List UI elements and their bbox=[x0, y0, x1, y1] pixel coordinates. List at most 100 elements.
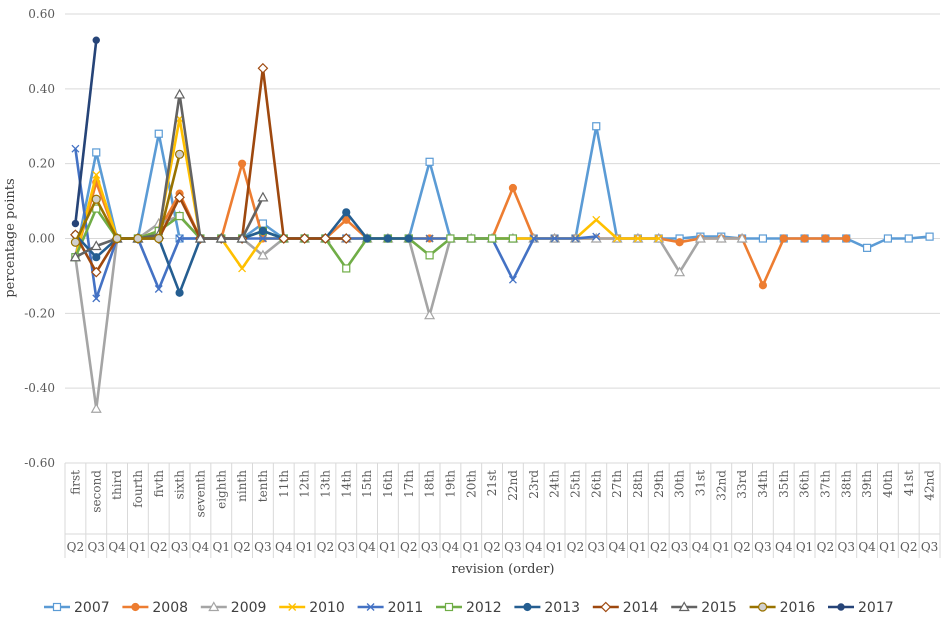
legend-item-2010: 2010 bbox=[279, 600, 345, 616]
data-point bbox=[862, 243, 872, 252]
data-point bbox=[654, 234, 663, 243]
data-point bbox=[69, 251, 81, 262]
legend-item-2007: 2007 bbox=[44, 600, 110, 616]
legend-marker bbox=[600, 601, 612, 613]
data-point bbox=[592, 122, 601, 131]
data-point bbox=[92, 294, 101, 303]
quarter-tick-label: Q4 bbox=[108, 540, 126, 554]
y-tick-label: 0.20 bbox=[28, 157, 55, 171]
x-axis-title: revision (order) bbox=[452, 562, 555, 577]
y-tick-label: 0.00 bbox=[28, 232, 55, 246]
data-point bbox=[154, 129, 163, 138]
x-tick-label: 34th bbox=[756, 470, 770, 498]
data-point bbox=[592, 215, 601, 224]
legend-marker bbox=[288, 603, 297, 611]
data-point bbox=[883, 234, 893, 243]
quarter-tick-label: Q2 bbox=[650, 540, 667, 554]
data-point bbox=[90, 403, 102, 413]
data-point bbox=[237, 159, 247, 168]
x-tick-label: 29th bbox=[652, 470, 666, 498]
quarter-tick-label: Q4 bbox=[692, 540, 710, 554]
x-tick-label: 20th bbox=[464, 470, 478, 498]
quarter-tick-label: Q3 bbox=[671, 540, 688, 554]
x-tick-label: 15th bbox=[360, 470, 374, 498]
data-point bbox=[425, 157, 434, 166]
x-tick-label: 36th bbox=[798, 470, 812, 498]
x-tick-label: first bbox=[68, 470, 82, 495]
series-lines bbox=[69, 36, 934, 413]
legend-marker bbox=[523, 602, 532, 612]
legend-label: 2014 bbox=[623, 600, 659, 616]
data-point bbox=[90, 266, 102, 278]
series-line-2017 bbox=[74, 40, 98, 224]
data-point bbox=[92, 36, 100, 44]
quarter-tick-label: Q4 bbox=[858, 540, 876, 554]
legend-label: 2015 bbox=[701, 600, 737, 616]
data-point bbox=[736, 232, 748, 243]
x-tick-label: 40th bbox=[881, 470, 895, 498]
quarter-tick-label: Q2 bbox=[233, 540, 250, 554]
quarter-tick-label: Q1 bbox=[379, 540, 396, 554]
data-point bbox=[715, 232, 727, 243]
quarter-tick-label: Q2 bbox=[317, 540, 334, 554]
data-point bbox=[90, 240, 102, 251]
data-point bbox=[236, 232, 248, 243]
data-point bbox=[194, 232, 206, 243]
quarter-tick-label: Q4 bbox=[775, 540, 793, 554]
y-tick-label: 0.40 bbox=[28, 82, 55, 96]
legend-label: 2016 bbox=[780, 600, 816, 616]
legend-item-2015: 2015 bbox=[671, 600, 737, 616]
data-point bbox=[904, 234, 913, 243]
x-tick-label: 30th bbox=[673, 470, 687, 498]
quarter-tick-label: Q4 bbox=[525, 540, 543, 554]
legend-marker bbox=[52, 602, 62, 612]
legend-label: 2013 bbox=[544, 600, 580, 616]
x-tick-label: sixth bbox=[173, 470, 187, 500]
legend-label: 2010 bbox=[309, 600, 345, 616]
data-point bbox=[800, 234, 809, 243]
y-tick-label: -0.40 bbox=[24, 381, 55, 395]
x-tick-label: 41st bbox=[902, 470, 916, 496]
x-tick-label: fourth bbox=[131, 470, 145, 508]
quarter-tick-label: Q3 bbox=[838, 540, 855, 554]
data-point bbox=[175, 234, 184, 243]
x-tick-label: 19th bbox=[443, 470, 457, 498]
quarter-tick-label: Q4 bbox=[442, 540, 460, 554]
data-point bbox=[112, 233, 122, 244]
x-tick-label: 42nd bbox=[923, 470, 937, 501]
data-point bbox=[592, 232, 601, 241]
legend-marker bbox=[837, 603, 845, 611]
quarter-tick-label: Q2 bbox=[567, 540, 584, 554]
data-point bbox=[71, 144, 80, 153]
data-point bbox=[779, 234, 788, 243]
series-2014 bbox=[70, 62, 352, 278]
quarter-tick-label: Q3 bbox=[754, 540, 771, 554]
legend-label: 2009 bbox=[231, 600, 267, 616]
x-tick-label: 11th bbox=[277, 470, 291, 498]
data-point bbox=[362, 234, 372, 243]
quarter-tick-label: Q4 bbox=[608, 540, 626, 554]
y-tick-label: 0.60 bbox=[28, 7, 55, 21]
data-point bbox=[154, 233, 164, 244]
data-point bbox=[613, 234, 622, 243]
x-tick-label: 26th bbox=[589, 470, 603, 498]
data-point bbox=[174, 191, 185, 203]
data-point bbox=[257, 249, 269, 260]
data-point bbox=[674, 266, 686, 277]
data-point bbox=[299, 233, 310, 244]
x-tick-label: 37th bbox=[818, 470, 832, 498]
legend-item-2012: 2012 bbox=[436, 600, 502, 616]
series-2013 bbox=[71, 208, 413, 297]
quarter-tick-label: Q3 bbox=[171, 540, 188, 554]
data-point bbox=[675, 238, 684, 247]
x-tick-label: 12th bbox=[298, 470, 312, 498]
series-2017 bbox=[71, 36, 100, 228]
series-line-2015 bbox=[74, 93, 265, 259]
data-point bbox=[467, 234, 476, 243]
data-point bbox=[571, 234, 580, 243]
x-tick-label: 23rd bbox=[527, 470, 541, 499]
data-point bbox=[70, 237, 81, 247]
quarter-tick-label: Q3 bbox=[254, 540, 271, 554]
quarter-tick-label: Q1 bbox=[463, 540, 480, 554]
